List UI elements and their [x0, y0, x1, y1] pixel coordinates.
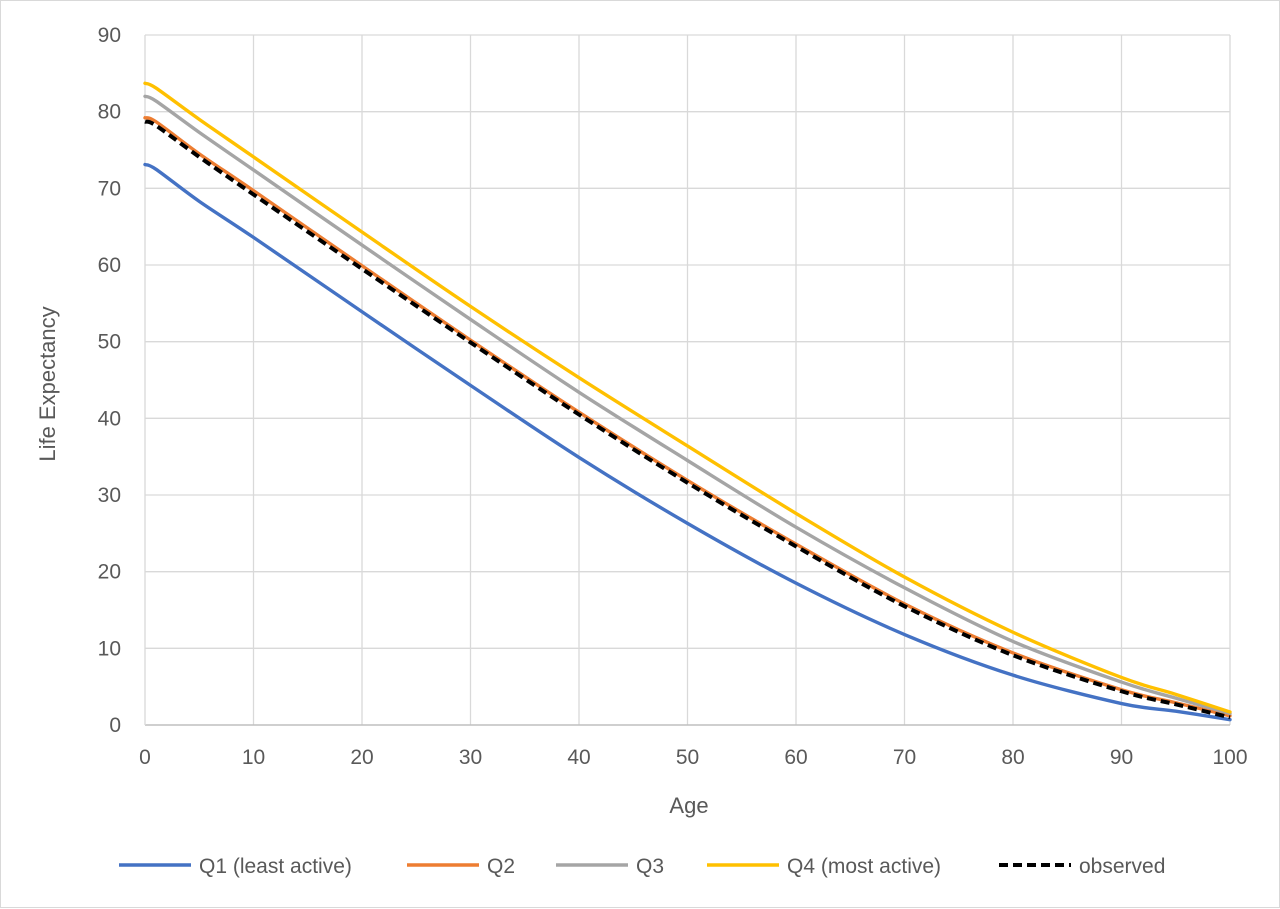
x-tick-label: 100: [1212, 746, 1247, 769]
y-tick-label: 20: [98, 561, 121, 584]
x-tick-label: 80: [1001, 746, 1024, 769]
y-tick-label: 60: [98, 254, 121, 277]
y-axis-title: Life Expectancy: [35, 306, 60, 461]
x-tick-label: 50: [676, 746, 699, 769]
y-tick-label: 0: [109, 714, 121, 737]
legend-label-q2: Q2: [487, 855, 515, 878]
x-tick-label: 30: [459, 746, 482, 769]
series-line-q3: [143, 94, 1232, 716]
y-tick-label: 10: [98, 637, 121, 660]
legend-label-q3: Q3: [636, 855, 664, 878]
y-tick-label: 90: [98, 24, 121, 47]
y-tick-label: 80: [98, 101, 121, 124]
x-tick-label: 40: [567, 746, 590, 769]
y-tick-label: 30: [98, 484, 121, 507]
legend-label-q4-most-active: Q4 (most active): [787, 855, 941, 878]
y-tick-label: 50: [98, 331, 121, 354]
series-line-q4-most-active: [143, 81, 1232, 714]
gridlines: [145, 34, 1231, 725]
x-tick-label: 90: [1110, 746, 1133, 769]
y-tick-label: 40: [98, 407, 121, 430]
y-tick-label: 70: [98, 177, 121, 200]
series-lines: [143, 81, 1232, 722]
x-axis-title: Age: [669, 793, 708, 818]
x-tick-label: 20: [350, 746, 373, 769]
x-tick-label: 60: [784, 746, 807, 769]
tick-labels: 0 10 20 30 40 50 60 70 80 90 0 10 20 30 40 50 60 70 80 90 10…: [98, 24, 1248, 769]
series-line-q1-least-active: [143, 162, 1232, 722]
x-tick-label: 70: [893, 746, 916, 769]
legend: Q1 (least active) Q2 Q3 Q4 (most active) obs…: [119, 855, 1165, 878]
x-tick-label: 0: [139, 746, 151, 769]
legend-label-observed: observed: [1079, 855, 1165, 878]
legend-label-q1-least-active: Q1 (least active): [199, 855, 352, 878]
series-line-observed: [144, 119, 1231, 720]
x-tick-label: 10: [242, 746, 265, 769]
axes: [144, 35, 1230, 726]
